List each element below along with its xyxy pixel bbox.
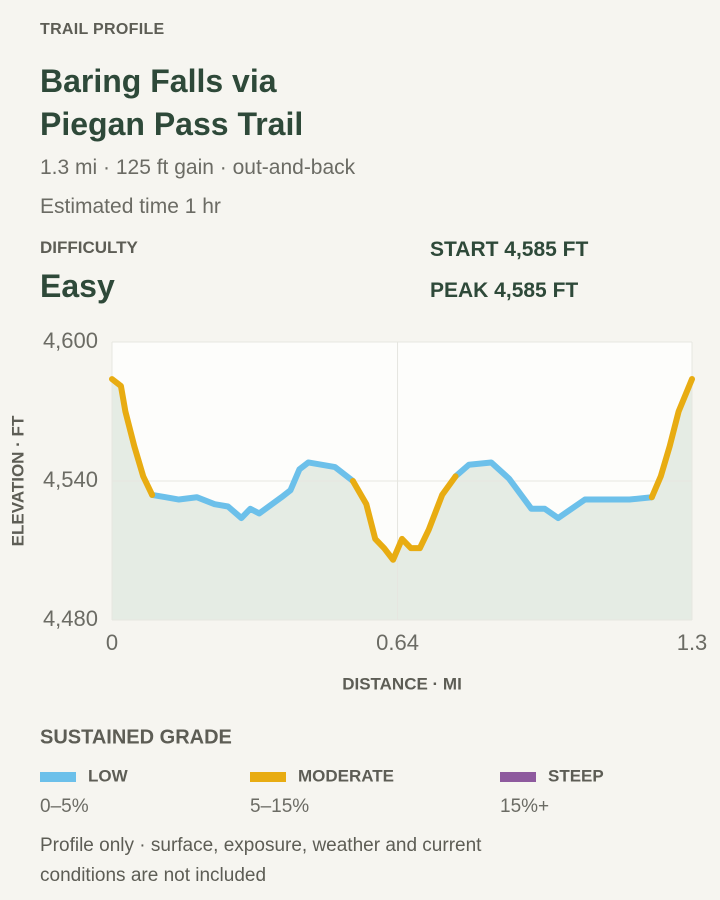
chart: 4,480 4,540 4,600 0 0.64 1.3 DISTANCE · MI ELEV… [8, 328, 708, 817]
legend-range: 15%+ [500, 796, 549, 817]
eyebrow: TRAIL PROFILE [40, 21, 165, 38]
legend-swatch [250, 772, 286, 782]
legend-name: LOW [88, 766, 129, 785]
profile-area [112, 379, 692, 620]
time: Estimated time 1 hr [40, 195, 221, 218]
legend-title: SUSTAINED GRADE [40, 726, 232, 748]
y-axis-title: ELEVATION · FT [8, 415, 27, 546]
legend-swatch [500, 772, 536, 782]
y-tick-label: 4,480 [43, 606, 98, 631]
summary: 1.3 mi · 125 ft gain · out-and-back [40, 156, 356, 179]
x-tick-label: 0.64 [376, 630, 419, 655]
profile-line [109, 376, 695, 563]
legend-name: MODERATE [298, 766, 394, 785]
x-tick-label: 0 [106, 630, 118, 655]
legend-range: 5–15% [250, 796, 309, 817]
peak-elevation: PEAK 4,585 FT [430, 279, 579, 302]
profile-line [149, 459, 655, 522]
y-tick-label: 4,540 [43, 467, 98, 492]
trail-title: Baring Falls via Piegan Pass Trail [40, 63, 304, 142]
footnote: Profile only · surface, exposure, weathe… [40, 835, 482, 886]
legend-range: 0–5% [40, 796, 89, 817]
x-tick-label: 1.3 [677, 630, 708, 655]
start-elevation: START 4,585 FT [430, 238, 589, 261]
legend-swatch [40, 772, 76, 782]
x-axis-title: DISTANCE · MI [342, 674, 462, 693]
legend-name: STEEP [548, 766, 604, 785]
difficulty-label: DIFFICULTY [40, 238, 138, 257]
y-tick-label: 4,600 [43, 328, 98, 353]
difficulty: Easy [40, 268, 115, 304]
